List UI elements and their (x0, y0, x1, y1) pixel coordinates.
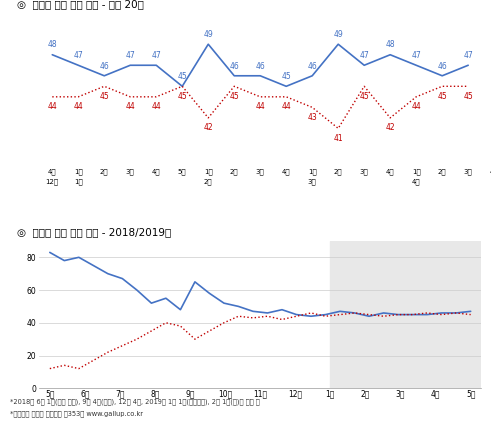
Text: 45: 45 (229, 92, 239, 100)
Text: 3주: 3주 (256, 168, 265, 175)
Text: 4주: 4주 (490, 168, 491, 175)
Text: 1주: 1주 (412, 168, 421, 175)
Text: 4주: 4주 (48, 168, 56, 175)
Text: 41: 41 (333, 134, 343, 143)
Text: 2주: 2주 (438, 168, 446, 175)
Text: 42: 42 (385, 123, 395, 132)
Text: 1주: 1주 (308, 168, 317, 175)
Text: 47: 47 (73, 51, 83, 60)
Text: 46: 46 (99, 62, 109, 70)
Text: 2주: 2주 (100, 168, 109, 175)
Text: 47: 47 (125, 51, 135, 60)
Text: 44: 44 (48, 102, 57, 111)
Text: 45: 45 (281, 72, 291, 81)
Text: ◎  대통령 직무 수행 평가 - 최근 20주: ◎ 대통령 직무 수행 평가 - 최근 20주 (17, 0, 144, 9)
Text: 1월: 1월 (74, 179, 82, 186)
Text: 44: 44 (411, 102, 421, 111)
Text: 4주: 4주 (152, 168, 161, 175)
Text: 4주: 4주 (386, 168, 394, 175)
Text: *한국갤럽 데일리 오피니언 제353호 www.gallup.co.kr: *한국갤럽 데일리 오피니언 제353호 www.gallup.co.kr (10, 411, 143, 417)
Text: 3주: 3주 (464, 168, 472, 175)
Text: 43: 43 (307, 113, 317, 122)
Text: *2018년 6월 1주(지선 직전), 9월 4주(추석), 12월 4주, 2019년 1월 1주(연말연시), 2월 1주(설)는 조사 실: *2018년 6월 1주(지선 직전), 9월 4주(추석), 12월 4주, … (10, 398, 260, 405)
Text: 3주: 3주 (126, 168, 135, 175)
Text: 45: 45 (177, 72, 187, 81)
Text: 45: 45 (464, 92, 473, 100)
Text: 44: 44 (125, 102, 135, 111)
Text: 47: 47 (359, 51, 369, 60)
Text: 4월: 4월 (412, 179, 420, 186)
Text: 1주: 1주 (204, 168, 213, 175)
Text: 44: 44 (255, 102, 265, 111)
Text: 42: 42 (203, 123, 213, 132)
Text: 47: 47 (464, 51, 473, 60)
Text: 47: 47 (151, 51, 161, 60)
Text: 5주: 5주 (178, 168, 187, 175)
Text: 2월: 2월 (204, 179, 213, 186)
Text: 4주: 4주 (282, 168, 291, 175)
Text: 46: 46 (307, 62, 317, 70)
Text: 47: 47 (411, 51, 421, 60)
Text: 46: 46 (437, 62, 447, 70)
Text: 3주: 3주 (360, 168, 369, 175)
Text: 49: 49 (333, 30, 343, 39)
Text: 46: 46 (255, 62, 265, 70)
Text: 49: 49 (203, 30, 213, 39)
Text: ◎  대통령 직무 수행 평가 - 2018/2019년: ◎ 대통령 직무 수행 평가 - 2018/2019년 (17, 227, 171, 238)
Text: 48: 48 (385, 41, 395, 49)
Text: 44: 44 (281, 102, 291, 111)
Text: 45: 45 (359, 92, 369, 100)
Text: 2주: 2주 (230, 168, 239, 175)
Text: 3월: 3월 (308, 179, 317, 186)
Text: 45: 45 (437, 92, 447, 100)
Text: 45: 45 (177, 92, 187, 100)
Text: 48: 48 (48, 41, 57, 49)
Text: 45: 45 (99, 92, 109, 100)
Text: 12월: 12월 (46, 179, 59, 186)
Text: 2주: 2주 (334, 168, 343, 175)
Text: 44: 44 (73, 102, 83, 111)
Text: 46: 46 (229, 62, 239, 70)
Text: 44: 44 (151, 102, 161, 111)
Bar (330, 241, 481, 388)
Text: 1주: 1주 (74, 168, 82, 175)
